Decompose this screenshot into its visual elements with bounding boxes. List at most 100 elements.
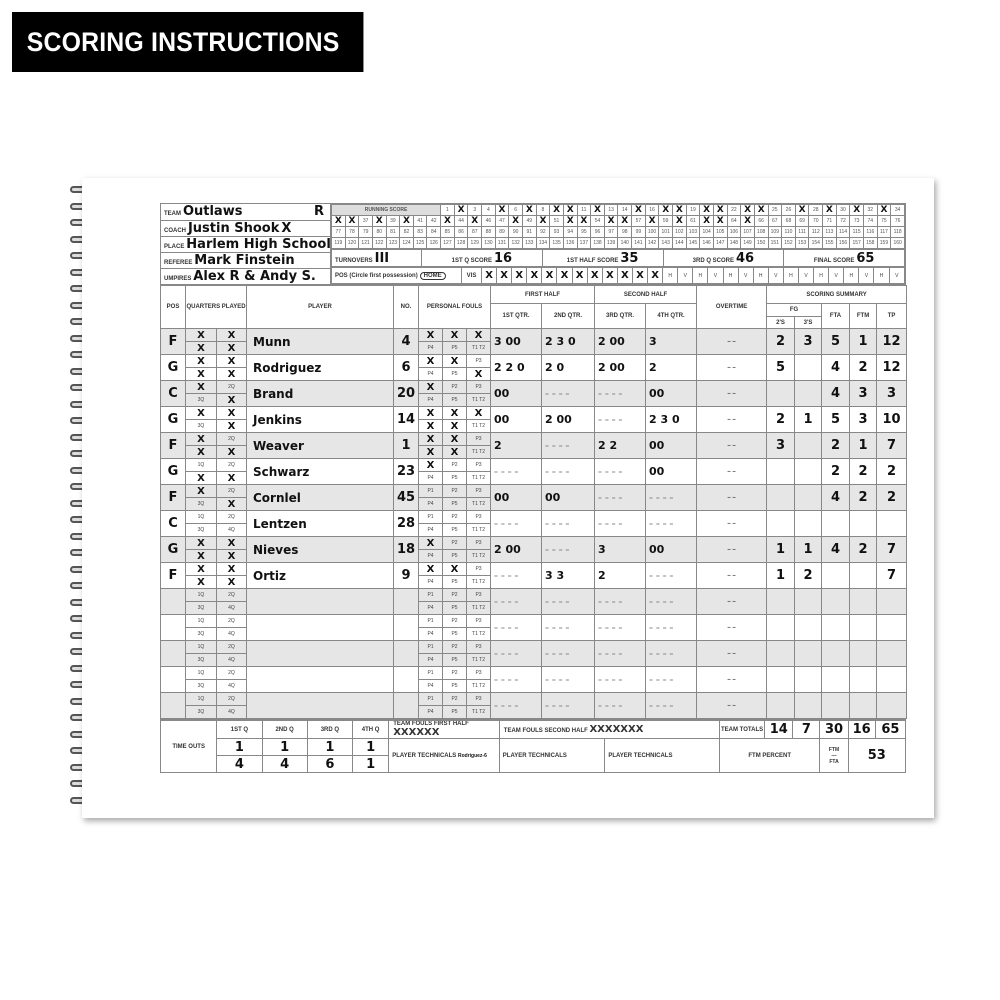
running-score-cell[interactable]: X [794,204,810,216]
quarter-played-4[interactable]: X [216,549,247,563]
summary-tp[interactable] [876,692,908,719]
player-number[interactable]: 1 [393,432,419,459]
personal-foul-5[interactable]: X [442,419,467,433]
quarter-played-2[interactable]: X [216,536,247,550]
running-score-cell[interactable]: 155 [822,237,837,249]
quarter-score-3[interactable]: – – – – [594,406,647,433]
quarter-score-3[interactable]: 3 [594,536,647,563]
summary-fta[interactable] [821,614,851,641]
summary-tp[interactable]: 12 [876,328,908,355]
personal-foul-4[interactable]: P4 [418,367,443,381]
running-score-cell[interactable]: 84 [426,226,442,238]
running-score-cell[interactable]: 117 [876,226,892,238]
running-score-cell[interactable]: 97 [603,226,619,238]
possession-cell[interactable]: H [782,267,799,284]
possession-cell[interactable]: X [586,267,603,284]
summary-twos[interactable] [766,458,796,485]
personal-foul-1[interactable]: X [418,432,443,446]
quarter-played-2[interactable]: 2Q [216,588,247,602]
running-score-cell[interactable]: X [399,215,414,227]
summary-fta[interactable] [821,666,851,693]
summary-fta[interactable] [821,692,851,719]
running-score-cell[interactable]: 116 [862,226,878,238]
running-score-cell[interactable]: 44 [453,215,469,227]
running-score-cell[interactable]: X [535,215,551,227]
quarter-played-4[interactable]: X [216,575,247,589]
player-name[interactable]: Munn [246,328,394,355]
running-score-cell[interactable]: 61 [685,215,701,227]
quarter-score-2[interactable]: – – – – [541,536,596,563]
overtime-score[interactable]: – – [696,614,768,641]
quarter-score-3[interactable]: – – – – [594,614,647,641]
running-score-cell[interactable]: 49 [521,215,537,227]
running-score-cell[interactable]: 42 [426,215,442,227]
summary-ftm[interactable] [849,692,878,719]
running-score-cell[interactable]: 126 [426,237,442,249]
summary-ftm[interactable]: 2 [849,536,878,563]
running-score-cell[interactable]: 79 [358,226,373,238]
running-score-cell[interactable]: 92 [535,226,551,238]
player-name[interactable] [246,614,394,641]
running-score-cell[interactable]: 19 [685,204,701,216]
running-score-cell[interactable]: 138 [590,237,605,249]
running-score-cell[interactable]: 77 [331,226,346,238]
running-score-cell[interactable]: 11 [576,204,592,216]
summary-ftm[interactable]: 2 [849,458,878,485]
quarter-played-3[interactable]: X [185,575,217,589]
quarter-score-4[interactable]: 2 3 0 [645,406,698,433]
running-score-cell[interactable]: 140 [617,237,633,249]
running-score-cell[interactable]: 154 [808,237,824,249]
quarter-played-3[interactable]: X [185,367,217,381]
personal-foul-3[interactable]: P3 [465,562,492,576]
running-score-cell[interactable]: 137 [576,237,592,249]
personal-foul-5[interactable]: P5 [442,367,467,381]
player-name[interactable]: Jenkins [246,406,394,433]
running-score-cell[interactable]: X [740,215,755,227]
quarter-score-1[interactable]: 00 [490,406,543,433]
quarter-played-3[interactable]: 3Q [185,653,217,667]
quarter-played-4[interactable]: 4Q [216,679,247,693]
quarter-score-2[interactable]: – – – – [541,588,596,615]
quarter-played-2[interactable]: X [216,328,247,342]
summary-tp[interactable] [876,510,908,537]
quarter-played-4[interactable]: 4Q [216,523,247,537]
running-score-cell[interactable]: 106 [726,226,742,238]
running-score-cell[interactable]: 66 [753,215,769,227]
running-score-cell[interactable]: X [590,204,605,216]
quarter-score-3[interactable]: – – – – [594,484,647,511]
running-score-cell[interactable]: 95 [576,226,592,238]
player-position[interactable]: F [160,562,186,589]
player-name[interactable] [246,588,394,615]
personal-foul-3[interactable]: P3 [465,458,492,472]
player-number[interactable] [393,614,419,641]
personal-foul-1[interactable]: P1 [418,510,443,524]
summary-fta[interactable] [821,640,851,667]
personal-foul-2[interactable]: X [442,406,467,420]
quarter-score-4[interactable]: – – – – [645,614,698,641]
running-score-cell[interactable]: 34 [890,204,905,216]
overtime-score[interactable]: – – [696,406,768,433]
summary-threes[interactable]: 1 [794,536,823,563]
overtime-score[interactable]: – – [696,510,768,537]
personal-foul-3[interactable]: P3 [465,614,492,628]
running-score-cell[interactable]: 51 [549,215,564,227]
quarter-score-3[interactable]: 2 [594,562,647,589]
running-score-cell[interactable]: 111 [794,226,810,238]
personal-foul-3[interactable]: P3 [465,666,492,680]
personal-foul-4[interactable]: P4 [418,601,443,615]
summary-threes[interactable] [794,614,823,641]
running-score-cell[interactable]: 133 [521,237,537,249]
possession-cell[interactable]: H [873,267,890,284]
running-score-cell[interactable]: 16 [644,204,660,216]
quarter-played-2[interactable]: 2Q [216,510,247,524]
possession-cell[interactable]: V [797,267,815,284]
quarter-played-2[interactable]: 2Q [216,614,247,628]
quarter-score-3[interactable]: – – – – [594,458,647,485]
quarter-score-2[interactable]: – – – – [541,614,596,641]
running-score-cell[interactable]: X [617,215,633,227]
quarter-score-1[interactable]: – – – – [490,666,543,693]
quarter-score-3[interactable]: – – – – [594,510,647,537]
player-number[interactable] [393,588,419,615]
running-score-cell[interactable]: 88 [481,226,496,238]
summary-threes[interactable] [794,484,823,511]
